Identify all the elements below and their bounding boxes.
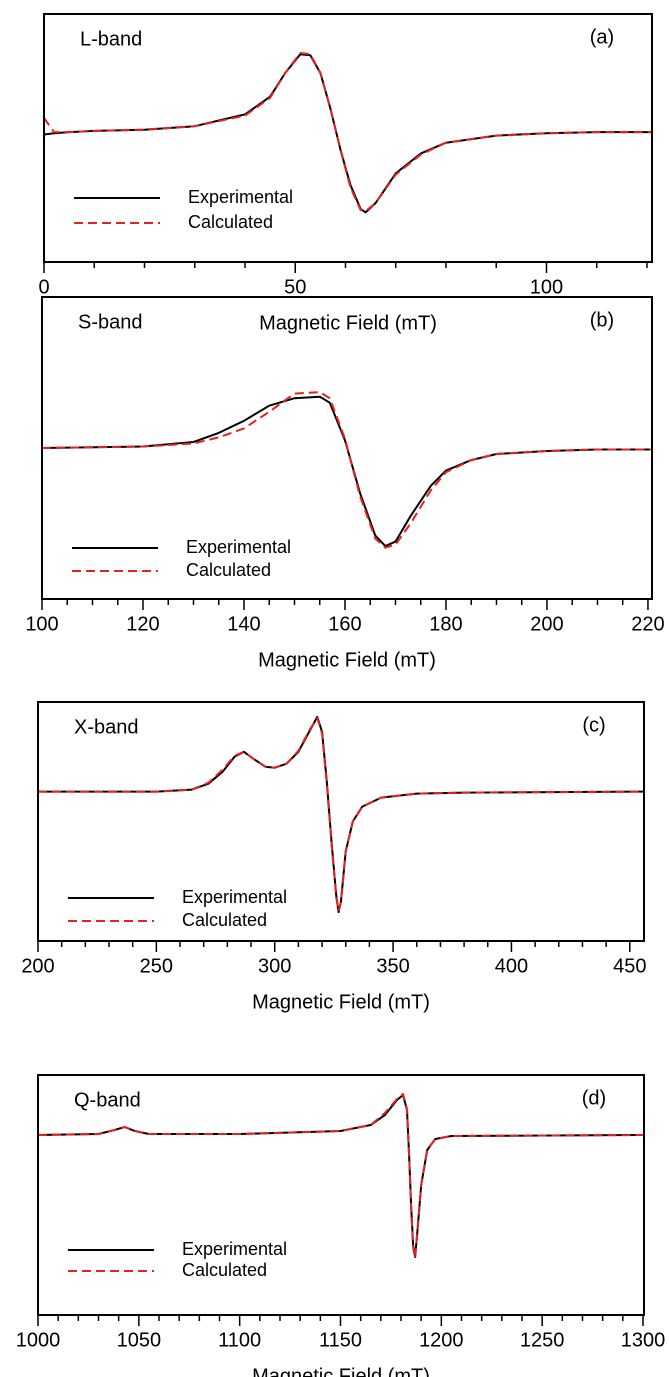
x-tick-label: 300: [258, 955, 291, 977]
x-tick-label: 100: [25, 613, 58, 635]
series-line: [37, 1094, 644, 1258]
band-label: Q-band: [74, 1089, 141, 1111]
x-tick-label: 200: [21, 955, 54, 977]
x-tick-label: 220: [631, 613, 664, 635]
x-tick-label: 0: [38, 276, 49, 298]
x-tick-label: 1200: [419, 1329, 464, 1351]
plot-frame: [37, 701, 645, 942]
x-tick-label: 400: [495, 955, 528, 977]
series-line: [38, 715, 645, 914]
legend-label: Calculated: [182, 910, 267, 930]
x-tick-label: 1300: [621, 1329, 666, 1351]
band-label: L-band: [80, 28, 142, 50]
legend-label: Experimental: [188, 187, 293, 207]
x-tick-label: 100: [530, 276, 563, 298]
legend-label: Experimental: [182, 887, 287, 907]
x-tick-label: 350: [376, 955, 409, 977]
x-axis-label: Magnetic Field (mT): [258, 649, 436, 671]
series-line: [41, 391, 652, 549]
x-tick-label: 180: [429, 613, 462, 635]
x-tick-label: 1250: [520, 1329, 565, 1351]
x-tick-label: 1050: [117, 1329, 162, 1351]
x-tick-label: 450: [613, 955, 646, 977]
plot-frame: [41, 296, 653, 600]
series-line: [41, 395, 652, 548]
x-axis-label: Magnetic Field (mT): [259, 312, 437, 334]
x-tick-label: 1150: [319, 1329, 362, 1351]
plot-frame: [43, 13, 653, 263]
panel-label: (d): [582, 1087, 606, 1109]
x-axis-label: Magnetic Field (mT): [252, 991, 430, 1013]
band-label: X-band: [74, 716, 139, 738]
legend-label: Experimental: [182, 1239, 287, 1259]
series-line: [37, 1093, 644, 1259]
x-tick-label: 1100: [218, 1329, 261, 1351]
series-line: [38, 716, 645, 913]
x-tick-label: 250: [140, 955, 173, 977]
x-tick-label: 50: [284, 276, 306, 298]
x-tick-label: 120: [126, 613, 159, 635]
x-tick-label: 140: [227, 613, 260, 635]
legend-label: Calculated: [182, 1260, 267, 1280]
series-line: [43, 53, 652, 214]
x-tick-label: 200: [530, 613, 563, 635]
x-tick-label: 1000: [16, 1329, 61, 1351]
panel-label: (c): [582, 714, 605, 736]
band-label: S-band: [78, 311, 143, 333]
legend-label: Calculated: [186, 560, 271, 580]
plot-frame: [37, 1074, 645, 1316]
x-tick-label: 160: [328, 613, 361, 635]
legend-label: Experimental: [186, 537, 291, 557]
x-axis-label: Magnetic Field (mT): [252, 1365, 430, 1377]
panel-label: (a): [590, 26, 614, 48]
panel-label: (b): [590, 309, 614, 331]
legend-label: Calculated: [188, 212, 273, 232]
series-line: [43, 52, 652, 213]
